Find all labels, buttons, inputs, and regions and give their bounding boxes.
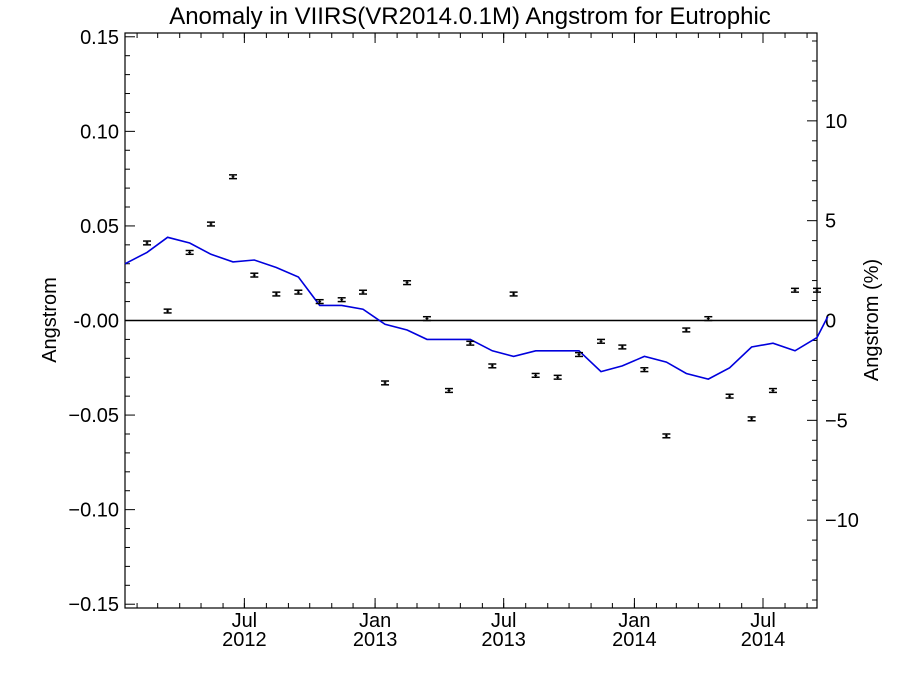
data-point bbox=[640, 367, 649, 373]
data-point bbox=[682, 327, 691, 333]
right-tick-label: 10 bbox=[825, 111, 847, 133]
left-tick-label: −0.10 bbox=[68, 500, 119, 522]
x-tick-label-year: 2012 bbox=[222, 629, 267, 651]
anomaly-points-series bbox=[143, 174, 821, 439]
x-tick-label-month: Jul bbox=[491, 610, 517, 632]
x-tick-label-year: 2014 bbox=[612, 629, 657, 651]
data-point bbox=[444, 387, 453, 394]
right-axis: 10 5 0 −5 −10 bbox=[807, 40, 859, 601]
trend-line bbox=[124, 236, 829, 380]
x-tick-label-month: Jul bbox=[750, 610, 776, 632]
data-point bbox=[381, 380, 390, 386]
data-point bbox=[466, 340, 475, 346]
data-point bbox=[163, 308, 172, 314]
data-point bbox=[185, 249, 194, 256]
data-point bbox=[574, 351, 583, 358]
left-tick-label: −0.15 bbox=[68, 594, 119, 616]
data-point bbox=[662, 433, 671, 439]
data-point bbox=[228, 174, 237, 180]
left-axis: 0.15 0.10 0.05 -0.00 −0.05 −0.10 −0.15 bbox=[68, 27, 135, 616]
data-point bbox=[725, 393, 734, 399]
data-point bbox=[790, 287, 799, 293]
x-tick-label-month: Jan bbox=[618, 610, 650, 632]
right-tick-label: 0 bbox=[825, 311, 836, 333]
data-point bbox=[359, 289, 368, 295]
left-tick-label: 0.05 bbox=[80, 216, 119, 238]
data-point bbox=[143, 240, 152, 246]
x-tick-label-year: 2013 bbox=[353, 629, 398, 651]
right-tick-label: 5 bbox=[825, 211, 836, 233]
x-tick-label-month: Jan bbox=[359, 610, 391, 632]
chart-title: Anomaly in VIIRS(VR2014.0.1M) Angstrom f… bbox=[169, 3, 771, 30]
data-point bbox=[422, 315, 431, 322]
y-axis-label-right: Angstrom (%) bbox=[861, 259, 883, 381]
data-point bbox=[250, 272, 259, 278]
trend-line-series bbox=[124, 236, 829, 380]
x-tick-label-year: 2014 bbox=[741, 629, 786, 651]
left-tick-label: 0.10 bbox=[80, 121, 119, 143]
left-tick-label: 0.15 bbox=[80, 27, 119, 49]
data-point bbox=[509, 291, 518, 297]
data-point bbox=[294, 289, 303, 295]
data-point bbox=[337, 297, 346, 303]
x-tick-label-month: Jul bbox=[232, 610, 258, 632]
left-tick-label: −0.05 bbox=[68, 405, 119, 427]
data-point bbox=[553, 374, 562, 380]
data-point bbox=[704, 315, 713, 322]
data-point bbox=[206, 221, 215, 227]
data-point bbox=[272, 291, 281, 297]
data-point bbox=[597, 338, 606, 344]
data-point bbox=[531, 372, 540, 378]
data-point bbox=[488, 363, 497, 369]
data-point bbox=[403, 280, 412, 286]
left-tick-label: -0.00 bbox=[73, 311, 119, 333]
data-point bbox=[747, 416, 756, 422]
data-point bbox=[315, 298, 324, 305]
y-axis-label-left: Angstrom bbox=[39, 277, 61, 363]
data-point bbox=[618, 344, 627, 350]
right-tick-label: −5 bbox=[825, 410, 848, 432]
x-tick-label-year: 2013 bbox=[481, 629, 526, 651]
right-tick-label: −10 bbox=[825, 510, 859, 532]
data-point bbox=[768, 387, 777, 394]
data-point bbox=[813, 287, 821, 293]
